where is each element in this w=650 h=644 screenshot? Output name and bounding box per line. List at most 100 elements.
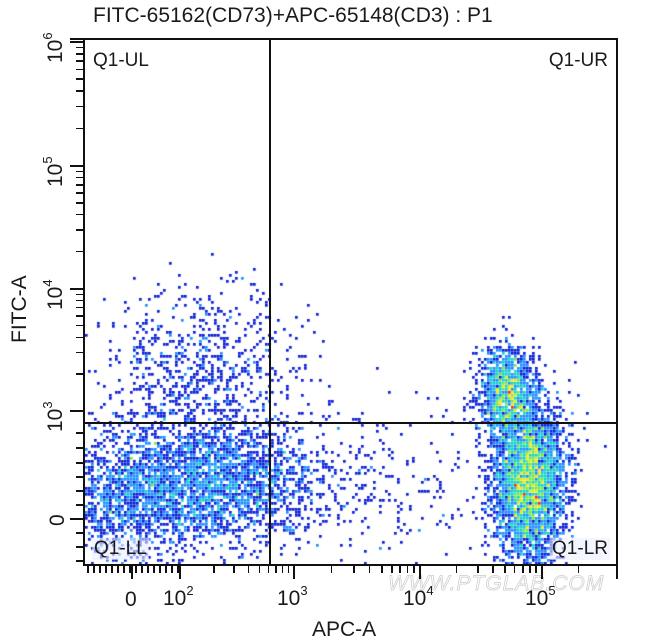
y-minor-tick bbox=[76, 176, 83, 179]
x-tick-label: 0 bbox=[125, 588, 137, 611]
x-minor-tick bbox=[213, 566, 215, 573]
y-minor-tick bbox=[76, 432, 83, 434]
x-minor-tick bbox=[159, 566, 161, 573]
y-minor-tick bbox=[76, 447, 83, 449]
x-minor-tick bbox=[275, 566, 277, 573]
x-minor-tick bbox=[513, 566, 516, 573]
x-minor-tick bbox=[287, 566, 290, 573]
y-minor-tick bbox=[76, 293, 83, 296]
quadrant-gate-vertical[interactable] bbox=[269, 40, 271, 564]
x-minor-tick bbox=[247, 566, 250, 573]
y-minor-tick bbox=[76, 546, 83, 548]
y-minor-tick bbox=[76, 532, 83, 534]
y-major-tick bbox=[70, 288, 83, 290]
x-minor-tick bbox=[477, 566, 479, 573]
x-major-tick bbox=[419, 566, 421, 579]
quadrant-label-ur: Q1-UR bbox=[548, 50, 608, 71]
x-minor-tick bbox=[129, 566, 131, 573]
x-minor-tick bbox=[117, 566, 119, 573]
y-minor-tick bbox=[76, 60, 83, 62]
y-minor-tick bbox=[76, 462, 83, 464]
x-minor-tick bbox=[381, 566, 383, 573]
x-minor-tick bbox=[281, 566, 284, 573]
y-minor-tick bbox=[76, 53, 83, 55]
y-minor-tick bbox=[76, 373, 83, 375]
y-minor-tick bbox=[76, 78, 83, 80]
x-minor-tick bbox=[391, 566, 393, 573]
x-major-tick bbox=[541, 566, 543, 579]
x-minor-tick bbox=[413, 566, 415, 573]
x-minor-tick bbox=[87, 566, 89, 573]
plot-area: Q1-UL Q1-UR Q1-LL Q1-LR bbox=[83, 38, 618, 566]
x-minor-tick bbox=[123, 566, 125, 573]
x-major-tick bbox=[131, 566, 133, 579]
y-minor-tick bbox=[76, 170, 83, 173]
x-minor-tick bbox=[529, 566, 531, 573]
x-minor-tick bbox=[577, 566, 580, 573]
y-major-tick bbox=[70, 518, 83, 520]
x-minor-tick bbox=[504, 566, 506, 573]
y-minor-tick bbox=[76, 250, 83, 253]
x-tick-label: 104 bbox=[403, 583, 434, 610]
y-tick-label: 104 bbox=[40, 279, 67, 310]
x-tick-label: 105 bbox=[525, 583, 556, 610]
y-major-tick bbox=[70, 165, 83, 167]
y-tick-label: 0 bbox=[46, 514, 69, 526]
y-axis-title: FITC-A bbox=[8, 275, 31, 343]
x-minor-tick bbox=[330, 566, 333, 573]
x-minor-tick bbox=[353, 566, 355, 573]
x-minor-tick bbox=[399, 566, 401, 573]
x-minor-tick bbox=[111, 566, 113, 573]
chart-title: FITC-65162(CD73)+APC-65148(CD3) : P1 bbox=[93, 4, 493, 27]
scatter-density-canvas bbox=[85, 40, 616, 564]
x-minor-tick bbox=[535, 566, 537, 573]
x-axis-end-tick bbox=[616, 562, 618, 579]
y-minor-tick bbox=[76, 213, 83, 216]
y-minor-tick bbox=[76, 490, 83, 492]
y-minor-tick bbox=[76, 105, 83, 108]
y-minor-tick bbox=[76, 336, 83, 339]
y-minor-tick bbox=[76, 229, 83, 231]
y-major-tick bbox=[70, 410, 83, 412]
quadrant-label-ul: Q1-UL bbox=[93, 50, 149, 71]
x-major-tick bbox=[179, 566, 181, 579]
x-minor-tick bbox=[165, 566, 167, 573]
watermark: WWW.PTGLAB.COM bbox=[388, 572, 605, 596]
x-minor-tick bbox=[177, 566, 179, 573]
y-minor-tick bbox=[76, 46, 83, 49]
y-tick-label: 103 bbox=[40, 401, 67, 432]
y-minor-tick bbox=[76, 476, 83, 478]
x-minor-tick bbox=[368, 566, 371, 573]
x-minor-tick bbox=[141, 566, 143, 573]
y-major-tick bbox=[70, 41, 83, 43]
x-minor-tick bbox=[267, 566, 270, 573]
y-minor-tick bbox=[76, 315, 83, 317]
quadrant-gate-horizontal[interactable] bbox=[85, 422, 616, 424]
y-minor-tick bbox=[76, 202, 83, 204]
y-minor-tick bbox=[76, 560, 83, 562]
x-minor-tick bbox=[455, 566, 458, 573]
x-minor-tick bbox=[99, 566, 101, 573]
y-minor-tick bbox=[76, 184, 83, 186]
y-minor-tick bbox=[76, 127, 83, 130]
x-minor-tick bbox=[135, 566, 137, 573]
y-minor-tick bbox=[76, 504, 83, 506]
y-minor-tick bbox=[76, 299, 83, 302]
y-minor-tick bbox=[76, 324, 83, 327]
y-minor-tick bbox=[76, 68, 83, 70]
y-minor-tick bbox=[76, 351, 83, 354]
x-minor-tick bbox=[171, 566, 173, 573]
y-tick-label: 106 bbox=[40, 32, 67, 63]
x-major-tick bbox=[293, 566, 295, 579]
quadrant-label-ll: Q1-LL bbox=[92, 538, 149, 560]
x-minor-tick bbox=[93, 566, 95, 573]
x-minor-tick bbox=[233, 566, 235, 573]
x-tick-label: 102 bbox=[163, 583, 194, 610]
x-minor-tick bbox=[105, 566, 107, 573]
x-axis-title: APC-A bbox=[312, 618, 377, 641]
x-minor-tick bbox=[522, 566, 524, 573]
y-tick-label: 105 bbox=[40, 156, 67, 187]
y-axis-top-tick bbox=[70, 38, 83, 40]
y-minor-tick bbox=[76, 306, 83, 309]
x-tick-label: 103 bbox=[277, 583, 308, 610]
